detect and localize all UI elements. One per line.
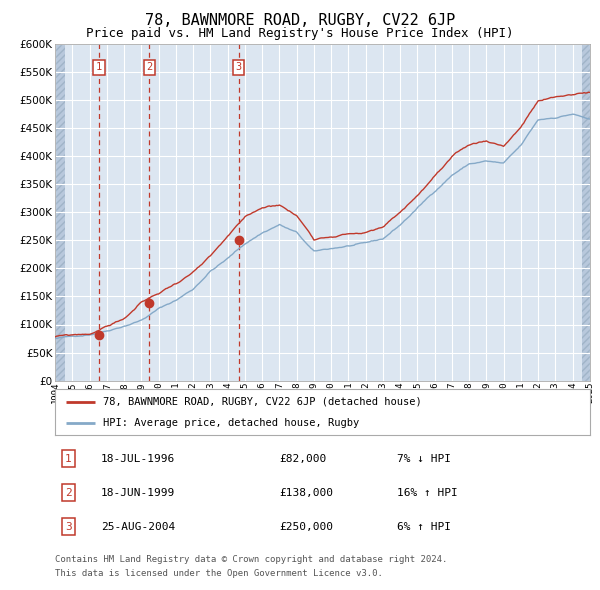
Text: £138,000: £138,000	[280, 488, 334, 497]
Text: 3: 3	[236, 62, 242, 72]
Text: 25-AUG-2004: 25-AUG-2004	[101, 522, 175, 532]
Text: £82,000: £82,000	[280, 454, 327, 464]
Text: 6% ↑ HPI: 6% ↑ HPI	[397, 522, 451, 532]
Text: 2: 2	[65, 488, 72, 497]
Text: 78, BAWNMORE ROAD, RUGBY, CV22 6JP (detached house): 78, BAWNMORE ROAD, RUGBY, CV22 6JP (deta…	[103, 396, 422, 407]
Bar	[582, 44, 590, 381]
Text: 1: 1	[65, 454, 72, 464]
Text: 1: 1	[96, 62, 102, 72]
Text: 3: 3	[65, 522, 72, 532]
Text: This data is licensed under the Open Government Licence v3.0.: This data is licensed under the Open Gov…	[55, 569, 383, 578]
Text: HPI: Average price, detached house, Rugby: HPI: Average price, detached house, Rugb…	[103, 418, 359, 428]
Text: 18-JUL-1996: 18-JUL-1996	[101, 454, 175, 464]
Text: 16% ↑ HPI: 16% ↑ HPI	[397, 488, 458, 497]
Text: 78, BAWNMORE ROAD, RUGBY, CV22 6JP: 78, BAWNMORE ROAD, RUGBY, CV22 6JP	[145, 13, 455, 28]
Text: 2: 2	[146, 62, 152, 72]
Text: Contains HM Land Registry data © Crown copyright and database right 2024.: Contains HM Land Registry data © Crown c…	[55, 555, 448, 563]
Text: 7% ↓ HPI: 7% ↓ HPI	[397, 454, 451, 464]
Bar	[55, 44, 65, 381]
Text: £250,000: £250,000	[280, 522, 334, 532]
Text: Price paid vs. HM Land Registry's House Price Index (HPI): Price paid vs. HM Land Registry's House …	[86, 27, 514, 40]
Text: 18-JUN-1999: 18-JUN-1999	[101, 488, 175, 497]
